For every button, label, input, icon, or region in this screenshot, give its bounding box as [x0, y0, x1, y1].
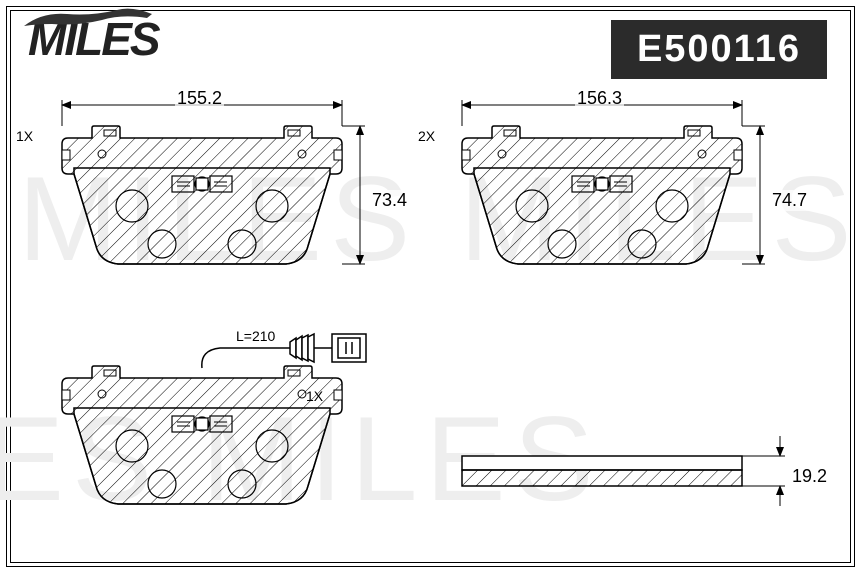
dim-tl-height: 73.4	[370, 190, 409, 211]
part-number-text: E500116	[637, 28, 801, 70]
brand-logo: MILES	[28, 12, 159, 66]
qty-tr: 2X	[418, 128, 435, 144]
technical-diagram	[0, 0, 861, 573]
greyhound-icon	[22, 4, 172, 34]
qty-bl: 1X	[306, 388, 323, 404]
dim-side-thickness: 19.2	[790, 466, 829, 487]
part-number-box: E500116	[611, 20, 827, 79]
brake-pad-side-view	[462, 456, 742, 486]
wear-sensor-wire	[202, 334, 366, 368]
qty-tl: 1X	[16, 128, 33, 144]
dim-tr-height: 74.7	[770, 190, 809, 211]
brake-pad-top-right	[462, 126, 742, 264]
wire-length-label: L=210	[236, 328, 275, 344]
brake-pad-bottom-left	[62, 366, 342, 504]
dim-tl-width: 155.2	[175, 88, 224, 109]
dim-tr-width: 156.3	[575, 88, 624, 109]
brake-pad-top-left	[62, 126, 342, 264]
